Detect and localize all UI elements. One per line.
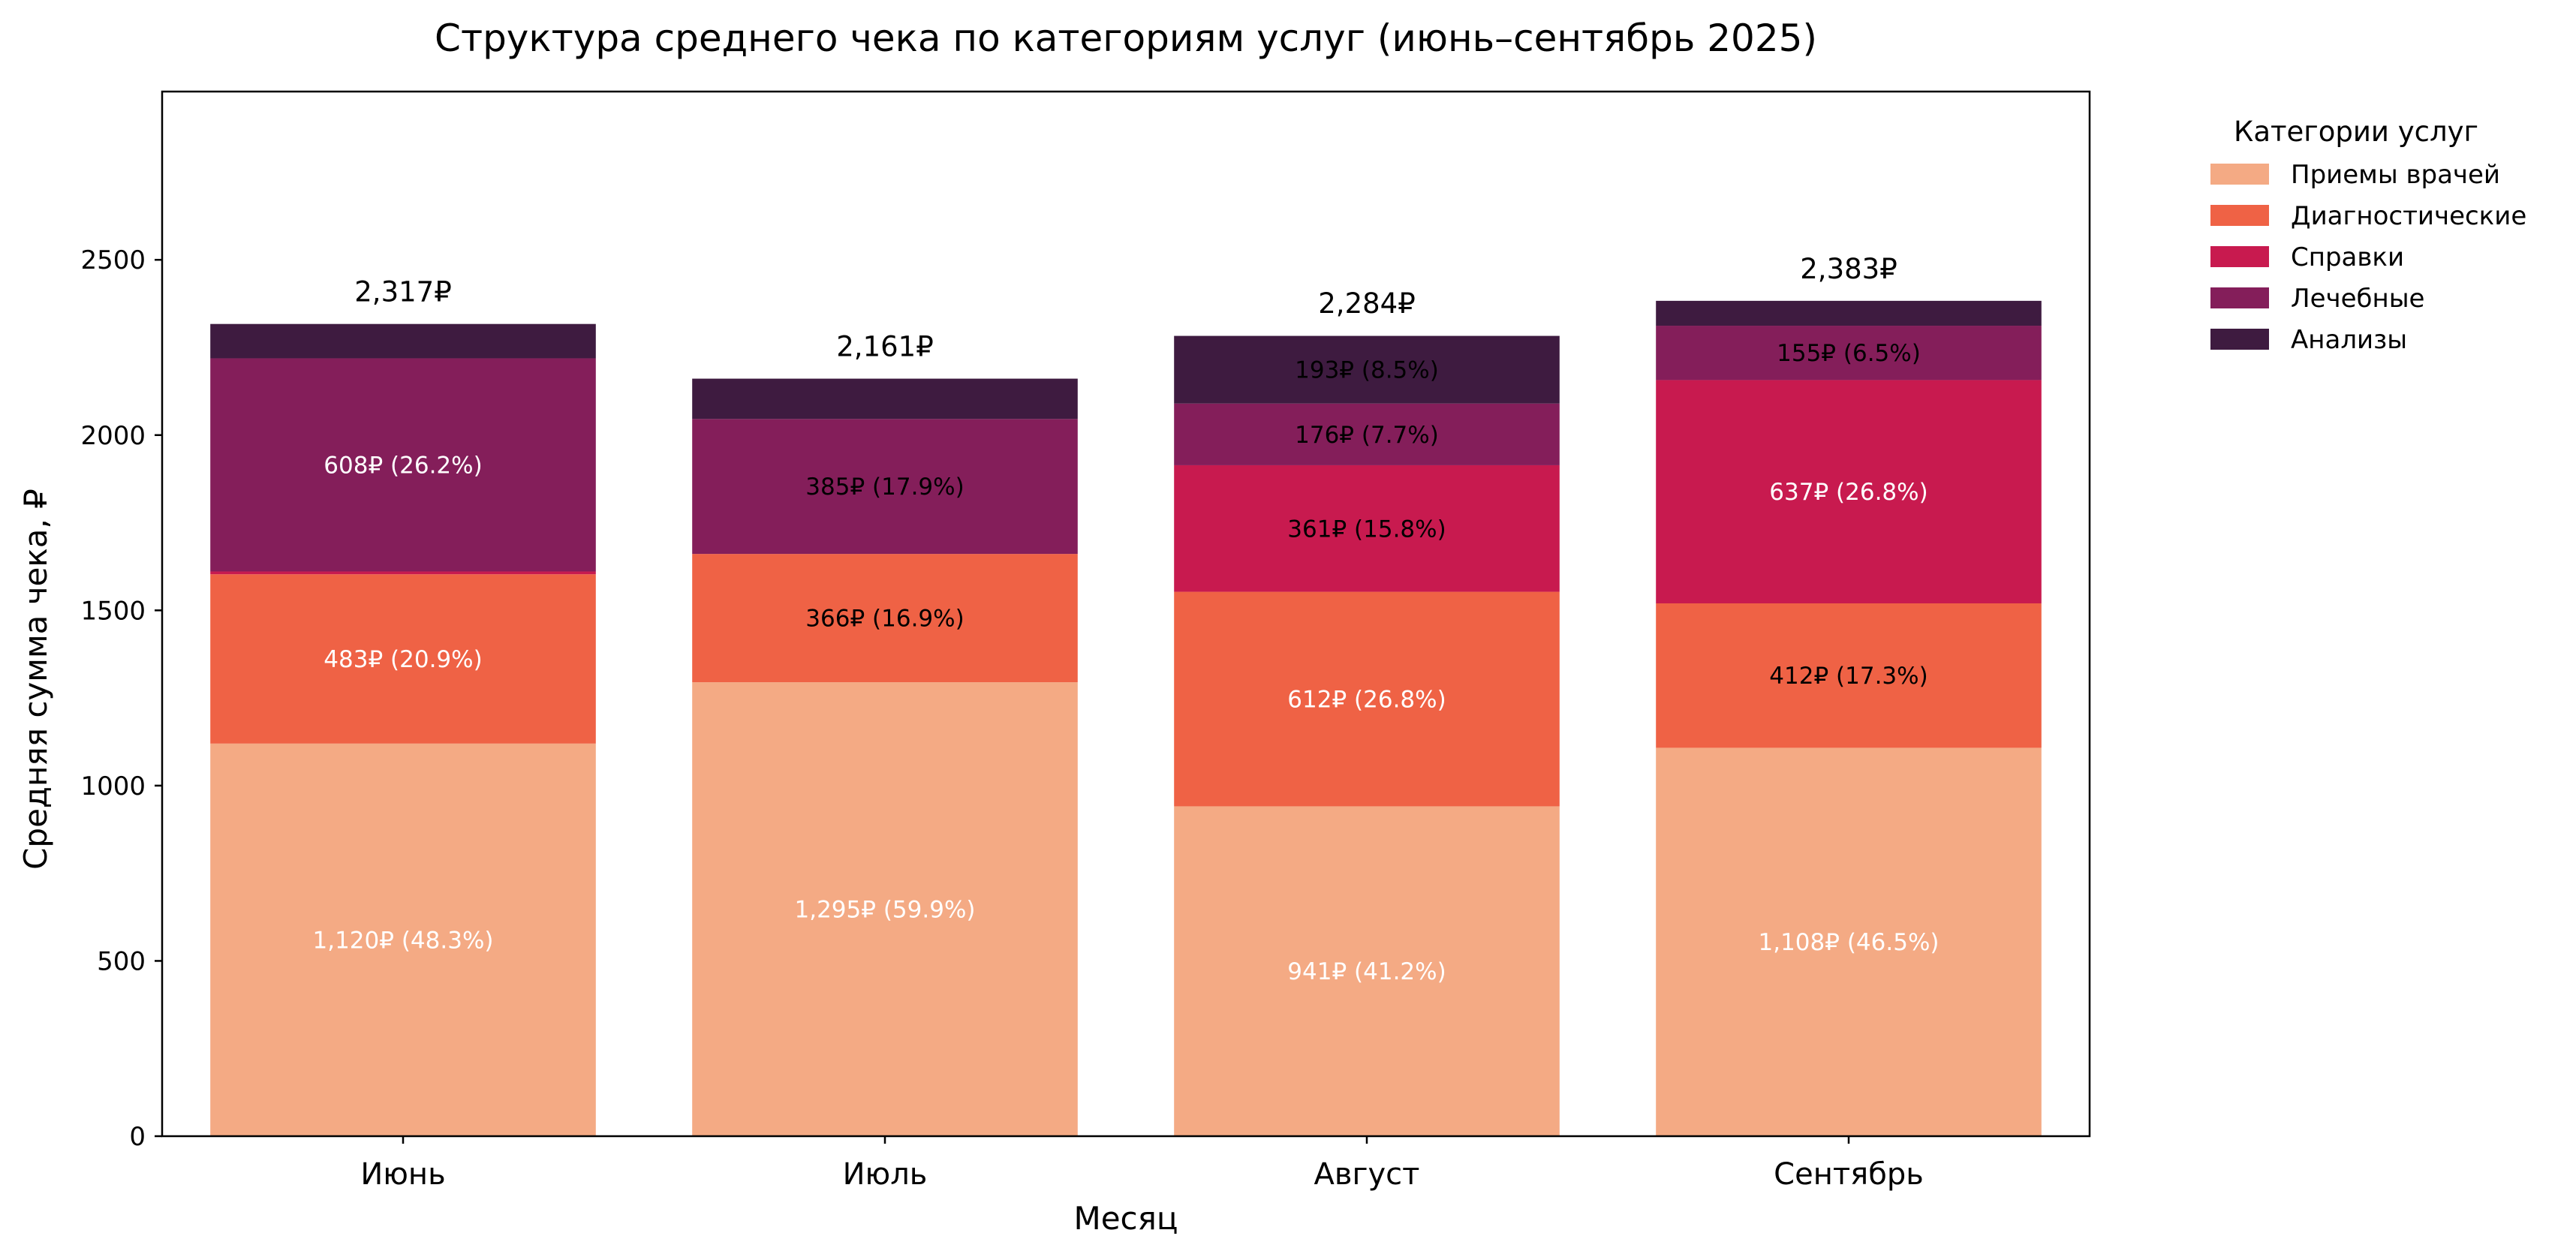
legend-swatch bbox=[2210, 287, 2269, 308]
plot-frame bbox=[161, 90, 2091, 1138]
segment-data-label: 1,295₽ (59.9%) bbox=[795, 897, 976, 924]
y-tick-label: 1000 bbox=[80, 771, 146, 801]
segment-data-label: 361₽ (15.8%) bbox=[1287, 516, 1446, 543]
bar-total-label: 2,383₽ bbox=[1800, 253, 1897, 285]
bar-segment bbox=[1174, 335, 1560, 404]
segment-data-label: 412₽ (17.3%) bbox=[1769, 663, 1927, 690]
segment-data-label: 483₽ (20.9%) bbox=[324, 646, 482, 673]
segment-data-label: 637₽ (26.8%) bbox=[1769, 479, 1927, 506]
segment-data-label: 366₽ (16.9%) bbox=[805, 606, 964, 633]
y-tick-label: 2500 bbox=[80, 245, 146, 275]
legend-entry-label: Приемы врачей bbox=[2291, 160, 2500, 190]
legend-entry-label: Справки bbox=[2291, 242, 2404, 272]
bar-segment bbox=[1656, 380, 2042, 603]
legend-entry-label: Лечебные bbox=[2291, 284, 2424, 314]
chart-title: Структура среднего чека по категориям ус… bbox=[435, 17, 1817, 60]
x-tick-label: Июнь bbox=[360, 1157, 445, 1192]
bar-segment bbox=[210, 571, 596, 575]
segment-data-label: 608₽ (26.2%) bbox=[324, 452, 482, 479]
legend-entry-label: Диагностические bbox=[2291, 201, 2526, 231]
legend-entry-label: Анализы bbox=[2291, 325, 2407, 355]
legend-title: Категории услуг bbox=[2234, 116, 2478, 148]
bar-segment bbox=[1656, 300, 2042, 326]
segment-data-label: 612₽ (26.8%) bbox=[1287, 687, 1446, 714]
bar-segment bbox=[1174, 806, 1560, 1136]
y-tick-label: 2000 bbox=[80, 421, 146, 451]
legend-swatch bbox=[2210, 329, 2269, 350]
x-tick-label: Сентябрь bbox=[1774, 1157, 1924, 1192]
bar-segment bbox=[692, 378, 1078, 420]
bar-segment bbox=[692, 554, 1078, 683]
bar-segment bbox=[692, 419, 1078, 555]
legend-swatch bbox=[2210, 246, 2269, 267]
segment-data-label: 176₽ (7.7%) bbox=[1295, 422, 1439, 449]
bar-segment bbox=[210, 743, 596, 1136]
segment-data-label: 193₽ (8.5%) bbox=[1295, 357, 1439, 384]
bar-segment bbox=[1174, 591, 1560, 807]
bar-segment bbox=[210, 323, 596, 359]
x-tick-label: Август bbox=[1314, 1157, 1420, 1192]
bar-segment bbox=[1656, 603, 2042, 748]
legend-swatch bbox=[2210, 164, 2269, 185]
segment-data-label: 385₽ (17.9%) bbox=[805, 474, 964, 501]
segment-data-label: 1,108₽ (46.5%) bbox=[1759, 929, 1940, 956]
x-tick-label: Июль bbox=[843, 1157, 928, 1192]
x-axis-title: Месяц bbox=[1073, 1200, 1178, 1237]
segment-data-label: 1,120₽ (48.3%) bbox=[313, 927, 494, 954]
bar-segment bbox=[1174, 465, 1560, 592]
y-tick-label: 500 bbox=[97, 946, 146, 976]
legend-swatch bbox=[2210, 205, 2269, 226]
bar-segment bbox=[1656, 326, 2042, 380]
legend: Категории услуг Приемы врачей Диагностиче… bbox=[2210, 116, 2526, 355]
bar-total-label: 2,284₽ bbox=[1318, 287, 1415, 320]
bar-segment bbox=[210, 574, 596, 744]
bar-segment bbox=[1174, 403, 1560, 465]
y-tick-label: 1500 bbox=[80, 596, 146, 626]
segment-data-label: 155₽ (6.5%) bbox=[1777, 340, 1921, 367]
bar-segment bbox=[692, 682, 1078, 1136]
segment-data-label: 941₽ (41.2%) bbox=[1287, 958, 1446, 985]
y-tick-label: 0 bbox=[129, 1122, 146, 1152]
bar-segment bbox=[1656, 747, 2042, 1136]
bar-total-label: 2,317₽ bbox=[354, 276, 451, 308]
bar-segment bbox=[210, 358, 596, 572]
bar-total-label: 2,161₽ bbox=[836, 331, 933, 363]
y-axis-title: Средняя сумма чека, ₽ bbox=[17, 489, 54, 870]
